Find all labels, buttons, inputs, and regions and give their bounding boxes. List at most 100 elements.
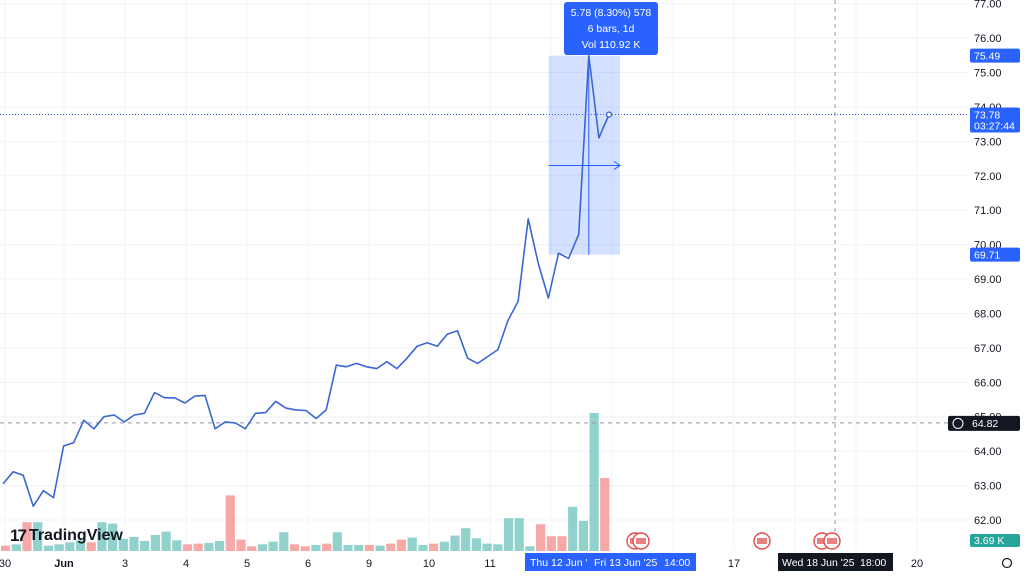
y-tick-label: 75.00 bbox=[974, 68, 1002, 80]
crosshair bbox=[0, 0, 968, 552]
measure-tooltip: 5.78 (8.30%) 578 6 bars, 1d Vol 110.92 K bbox=[564, 2, 658, 55]
volume-bar bbox=[332, 532, 342, 551]
volume-bar bbox=[386, 543, 396, 551]
price-tag-last: 03:27:44 bbox=[974, 121, 1015, 133]
event-markers[interactable] bbox=[626, 532, 841, 550]
volume-bar bbox=[1, 545, 11, 551]
price-line bbox=[2, 54, 610, 507]
volume-bar bbox=[343, 544, 353, 551]
selection-date-start: Thu 12 Jun ' bbox=[530, 557, 587, 569]
volume-bar bbox=[247, 546, 257, 551]
x-tick-label: 17 bbox=[728, 558, 740, 570]
volume-bar bbox=[300, 546, 310, 551]
x-tick-label: 5 bbox=[244, 558, 250, 570]
x-tick-label: 11 bbox=[484, 558, 495, 570]
measure-selection[interactable] bbox=[548, 55, 621, 255]
measure-tooltip-line: 6 bars, 1d bbox=[588, 23, 635, 35]
price-tag-range-low: 69.71 bbox=[974, 250, 1000, 262]
volume-bar bbox=[161, 531, 171, 551]
settings-gear-icon bbox=[1001, 557, 1013, 569]
volume-bar bbox=[546, 536, 556, 551]
y-tick-label: 64.00 bbox=[974, 446, 1002, 458]
y-tick-label: 77.00 bbox=[974, 0, 1002, 11]
y-tick-label: 63.00 bbox=[974, 481, 1002, 493]
volume-bar bbox=[289, 544, 300, 551]
volume-bar bbox=[461, 528, 471, 551]
measure-tooltip-line: Vol 110.92 K bbox=[582, 39, 641, 51]
x-tick-label: 6 bbox=[305, 558, 311, 570]
volume-bar bbox=[450, 535, 460, 551]
selection-arrowhead bbox=[613, 161, 621, 170]
y-tick-label: 72.00 bbox=[974, 171, 1002, 183]
us-flag-stripes bbox=[636, 538, 646, 544]
price-tag-last-bg bbox=[970, 107, 1020, 133]
y-tick-label: 67.00 bbox=[974, 343, 1002, 355]
volume-bar bbox=[311, 544, 321, 551]
volume-bar bbox=[396, 539, 407, 551]
volume-bar bbox=[150, 534, 160, 551]
crosshair-time: 18:00 bbox=[860, 557, 886, 569]
volume-bar bbox=[557, 536, 567, 551]
selection-time: 14:00 bbox=[664, 557, 690, 569]
crosshair-date-bg bbox=[778, 553, 893, 571]
us-flag-stripes bbox=[827, 538, 837, 544]
volume-bar bbox=[75, 540, 86, 551]
volume-bar bbox=[439, 541, 449, 551]
y-tick-label: 71.00 bbox=[974, 205, 1002, 217]
time-axis[interactable]: 30 Jun 3 4 5 6 9 10 11 17 20 bbox=[0, 557, 1013, 570]
selection-date-end: Fri 13 Jun '25 bbox=[594, 557, 657, 569]
tradingview-logo: 17 TradingView bbox=[10, 526, 123, 546]
volume-bar bbox=[182, 544, 193, 551]
tradingview-logo-icon: 17 bbox=[10, 526, 27, 545]
us-flag-stripes bbox=[757, 538, 767, 544]
measure-tooltip-line: 5.78 (8.30%) 578 bbox=[571, 7, 652, 19]
add-alert-icon bbox=[952, 417, 964, 429]
volume-bar bbox=[279, 532, 289, 551]
volume-bar bbox=[589, 412, 599, 551]
volume-bar bbox=[11, 544, 21, 551]
last-point-marker bbox=[605, 111, 613, 118]
volume-bar bbox=[22, 522, 32, 551]
volume-bars bbox=[1, 412, 610, 551]
y-tick-label: 62.00 bbox=[974, 515, 1002, 527]
volume-bar bbox=[514, 518, 524, 551]
volume-bar bbox=[193, 543, 203, 551]
volume-bar bbox=[215, 540, 225, 551]
x-tick-label: 10 bbox=[423, 558, 435, 570]
volume-bar bbox=[482, 543, 492, 551]
volume-bar bbox=[568, 506, 578, 551]
price-tag-range-high-bg bbox=[970, 48, 1020, 63]
y-tick-label: 68.00 bbox=[974, 308, 1002, 320]
volume-bar bbox=[118, 538, 128, 551]
volume-bar bbox=[493, 544, 503, 551]
y-tick-label: 73.00 bbox=[974, 136, 1002, 148]
y-tick-label: 76.00 bbox=[974, 33, 1002, 45]
volume-bar bbox=[86, 542, 96, 551]
crosshair-price-label: 64.82 bbox=[972, 418, 998, 430]
selection-box bbox=[548, 55, 620, 255]
volume-bar bbox=[364, 544, 374, 551]
volume-bar bbox=[600, 477, 610, 551]
volume-bar bbox=[578, 520, 588, 551]
x-tick-label: Jun bbox=[54, 558, 74, 570]
volume-tag-bg bbox=[970, 534, 1020, 547]
measure-tooltip-box bbox=[564, 2, 658, 55]
price-tag-last: 73.78 bbox=[974, 110, 1000, 122]
y-tick-label: 69.00 bbox=[974, 274, 1002, 286]
x-tick-label: 20 bbox=[911, 558, 923, 570]
volume-bar bbox=[140, 540, 150, 551]
crosshair-date: Wed 18 Jun '25 bbox=[782, 557, 855, 569]
volume-bar bbox=[108, 523, 118, 551]
volume-bar bbox=[503, 518, 514, 551]
x-tick-label: 30 bbox=[0, 558, 11, 570]
x-tick-label: 3 bbox=[122, 558, 128, 570]
price-axis[interactable]: 62.0063.0064.0065.0066.0067.0068.0069.00… bbox=[974, 0, 1002, 527]
us-flag-stripes bbox=[817, 538, 827, 544]
volume-bar bbox=[429, 543, 439, 551]
volume-bar bbox=[204, 542, 214, 551]
volume-bar bbox=[43, 545, 53, 551]
volume-bar bbox=[172, 540, 182, 551]
x-tick-label: 9 bbox=[366, 558, 372, 570]
